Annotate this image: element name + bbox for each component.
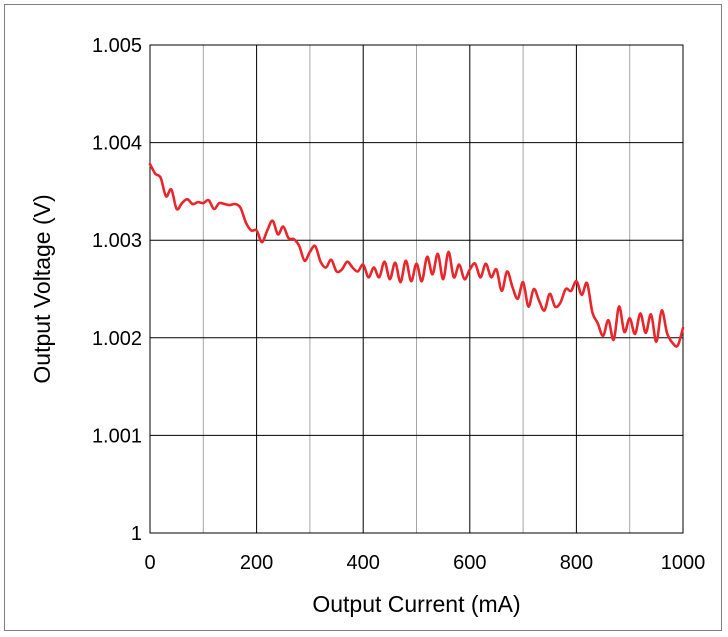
plot-area	[149, 44, 684, 534]
minor-gridlines	[202, 45, 631, 533]
y-tick-label: 1.001	[92, 425, 142, 447]
y-tick-label: 1.004	[92, 133, 142, 155]
major-gridlines	[150, 45, 683, 533]
y-tick-label: 1.005	[92, 35, 142, 57]
x-tick-label: 0	[144, 552, 155, 574]
y-tick-label: 1.002	[92, 328, 142, 350]
x-tick-label: 800	[560, 552, 593, 574]
series-line	[148, 162, 685, 348]
x-tick-label: 1000	[661, 552, 706, 574]
series-layer	[148, 162, 685, 348]
x-tick-label: 600	[453, 552, 486, 574]
y-tick-labels: 1 1.001 1.002 1.003 1.004 1.005	[92, 35, 142, 545]
y-tick-label: 1.003	[92, 230, 142, 252]
x-axis-title: Output Current (mA)	[312, 591, 520, 617]
x-tick-label: 400	[347, 552, 380, 574]
x-tick-labels: 0 200 400 600 800 1000	[144, 552, 705, 574]
y-tick-label: 1	[131, 523, 142, 545]
y-axis-title: Output Voltage (V)	[29, 194, 55, 383]
x-tick-label: 200	[240, 552, 273, 574]
